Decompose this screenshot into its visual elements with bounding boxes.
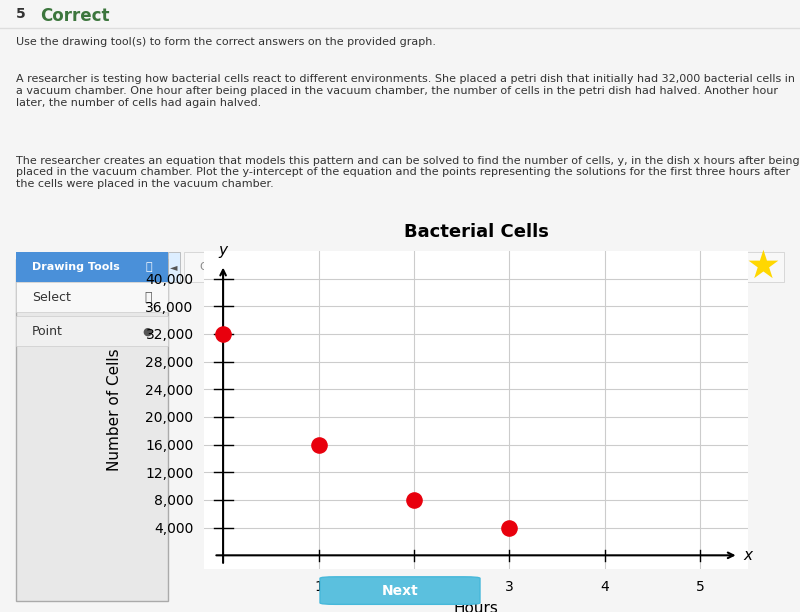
X-axis label: Hours: Hours — [454, 600, 498, 612]
Bar — [184, 252, 784, 282]
Text: A researcher is testing how bacterial cells react to different environments. She: A researcher is testing how bacterial ce… — [16, 75, 795, 108]
Point — [407, 495, 420, 505]
Text: 5: 5 — [16, 7, 26, 21]
Bar — [576, 257, 648, 278]
Text: Use the drawing tool(s) to form the correct answers on the provided graph.: Use the drawing tool(s) to form the corr… — [16, 37, 436, 47]
Y-axis label: Number of Cells: Number of Cells — [107, 349, 122, 471]
Text: y: y — [218, 243, 227, 258]
Bar — [16, 316, 168, 346]
Text: The researcher creates an equation that models this pattern and can be solved to: The researcher creates an equation that … — [16, 156, 800, 189]
Text: Drawing Tools: Drawing Tools — [32, 262, 120, 272]
Text: 🔧: 🔧 — [146, 262, 152, 272]
Point — [312, 440, 325, 450]
Text: Delete: Delete — [515, 264, 549, 274]
Text: Undo: Undo — [598, 264, 626, 274]
Text: Point: Point — [32, 325, 63, 338]
Point — [217, 329, 230, 339]
Title: Bacterial Cells: Bacterial Cells — [403, 223, 549, 241]
Text: x: x — [743, 548, 752, 563]
Point — [503, 523, 516, 532]
Text: Correct: Correct — [40, 7, 110, 25]
Text: ⊗: ⊗ — [504, 264, 512, 274]
Text: Reset: Reset — [678, 264, 706, 274]
Bar — [168, 252, 180, 282]
Bar — [16, 282, 168, 312]
Text: Next: Next — [382, 584, 418, 597]
Text: Select: Select — [32, 291, 71, 304]
FancyBboxPatch shape — [320, 577, 480, 605]
Text: Click on a tool to begin drawing...: Click on a tool to begin drawing... — [200, 262, 376, 272]
Bar — [496, 257, 568, 278]
Text: ★: ★ — [745, 248, 780, 286]
Text: ⌖: ⌖ — [145, 291, 152, 304]
Bar — [16, 252, 168, 282]
Bar — [16, 259, 168, 600]
Text: ●: ● — [142, 326, 152, 336]
Text: ◄: ◄ — [170, 262, 178, 272]
Bar — [656, 257, 728, 278]
